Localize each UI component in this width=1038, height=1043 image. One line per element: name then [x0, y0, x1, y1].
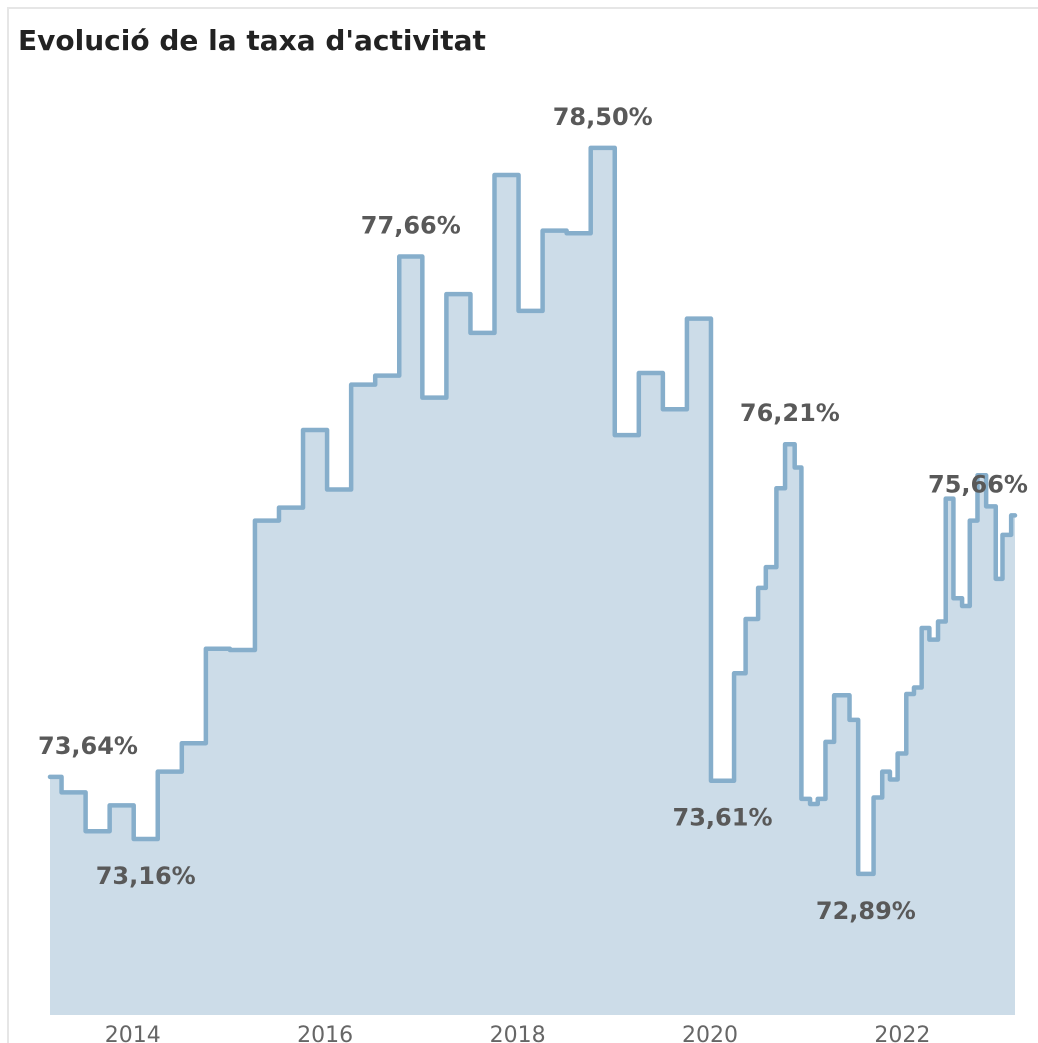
area: [50, 147, 1015, 1016]
value-label: 73,61%: [673, 804, 773, 832]
line: [47, 145, 1018, 877]
value-label: 73,16%: [96, 862, 196, 890]
value-label: 78,50%: [553, 103, 653, 131]
value-label: 77,66%: [361, 212, 461, 240]
x-tick-label: 2016: [297, 1023, 353, 1043]
frame: [7, 7, 1038, 1043]
x-tick-label: 2014: [105, 1023, 161, 1043]
x-tick-label: 2022: [874, 1023, 930, 1043]
x-tick-label: 2018: [490, 1023, 546, 1043]
x-tick-label: 2020: [682, 1023, 738, 1043]
value-label: 73,64%: [38, 732, 138, 760]
value-label: 72,89%: [816, 897, 916, 925]
value-label: 76,21%: [740, 399, 840, 427]
value-label: 75,66%: [928, 470, 1028, 498]
chart-title: Evolució de la taxa d'activitat: [18, 24, 486, 57]
